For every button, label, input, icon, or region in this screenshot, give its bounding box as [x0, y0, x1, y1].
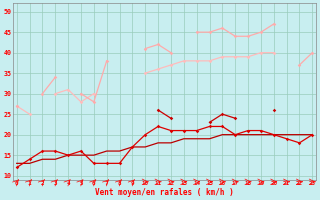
X-axis label: Vent moyen/en rafales ( km/h ): Vent moyen/en rafales ( km/h ) — [95, 188, 234, 197]
